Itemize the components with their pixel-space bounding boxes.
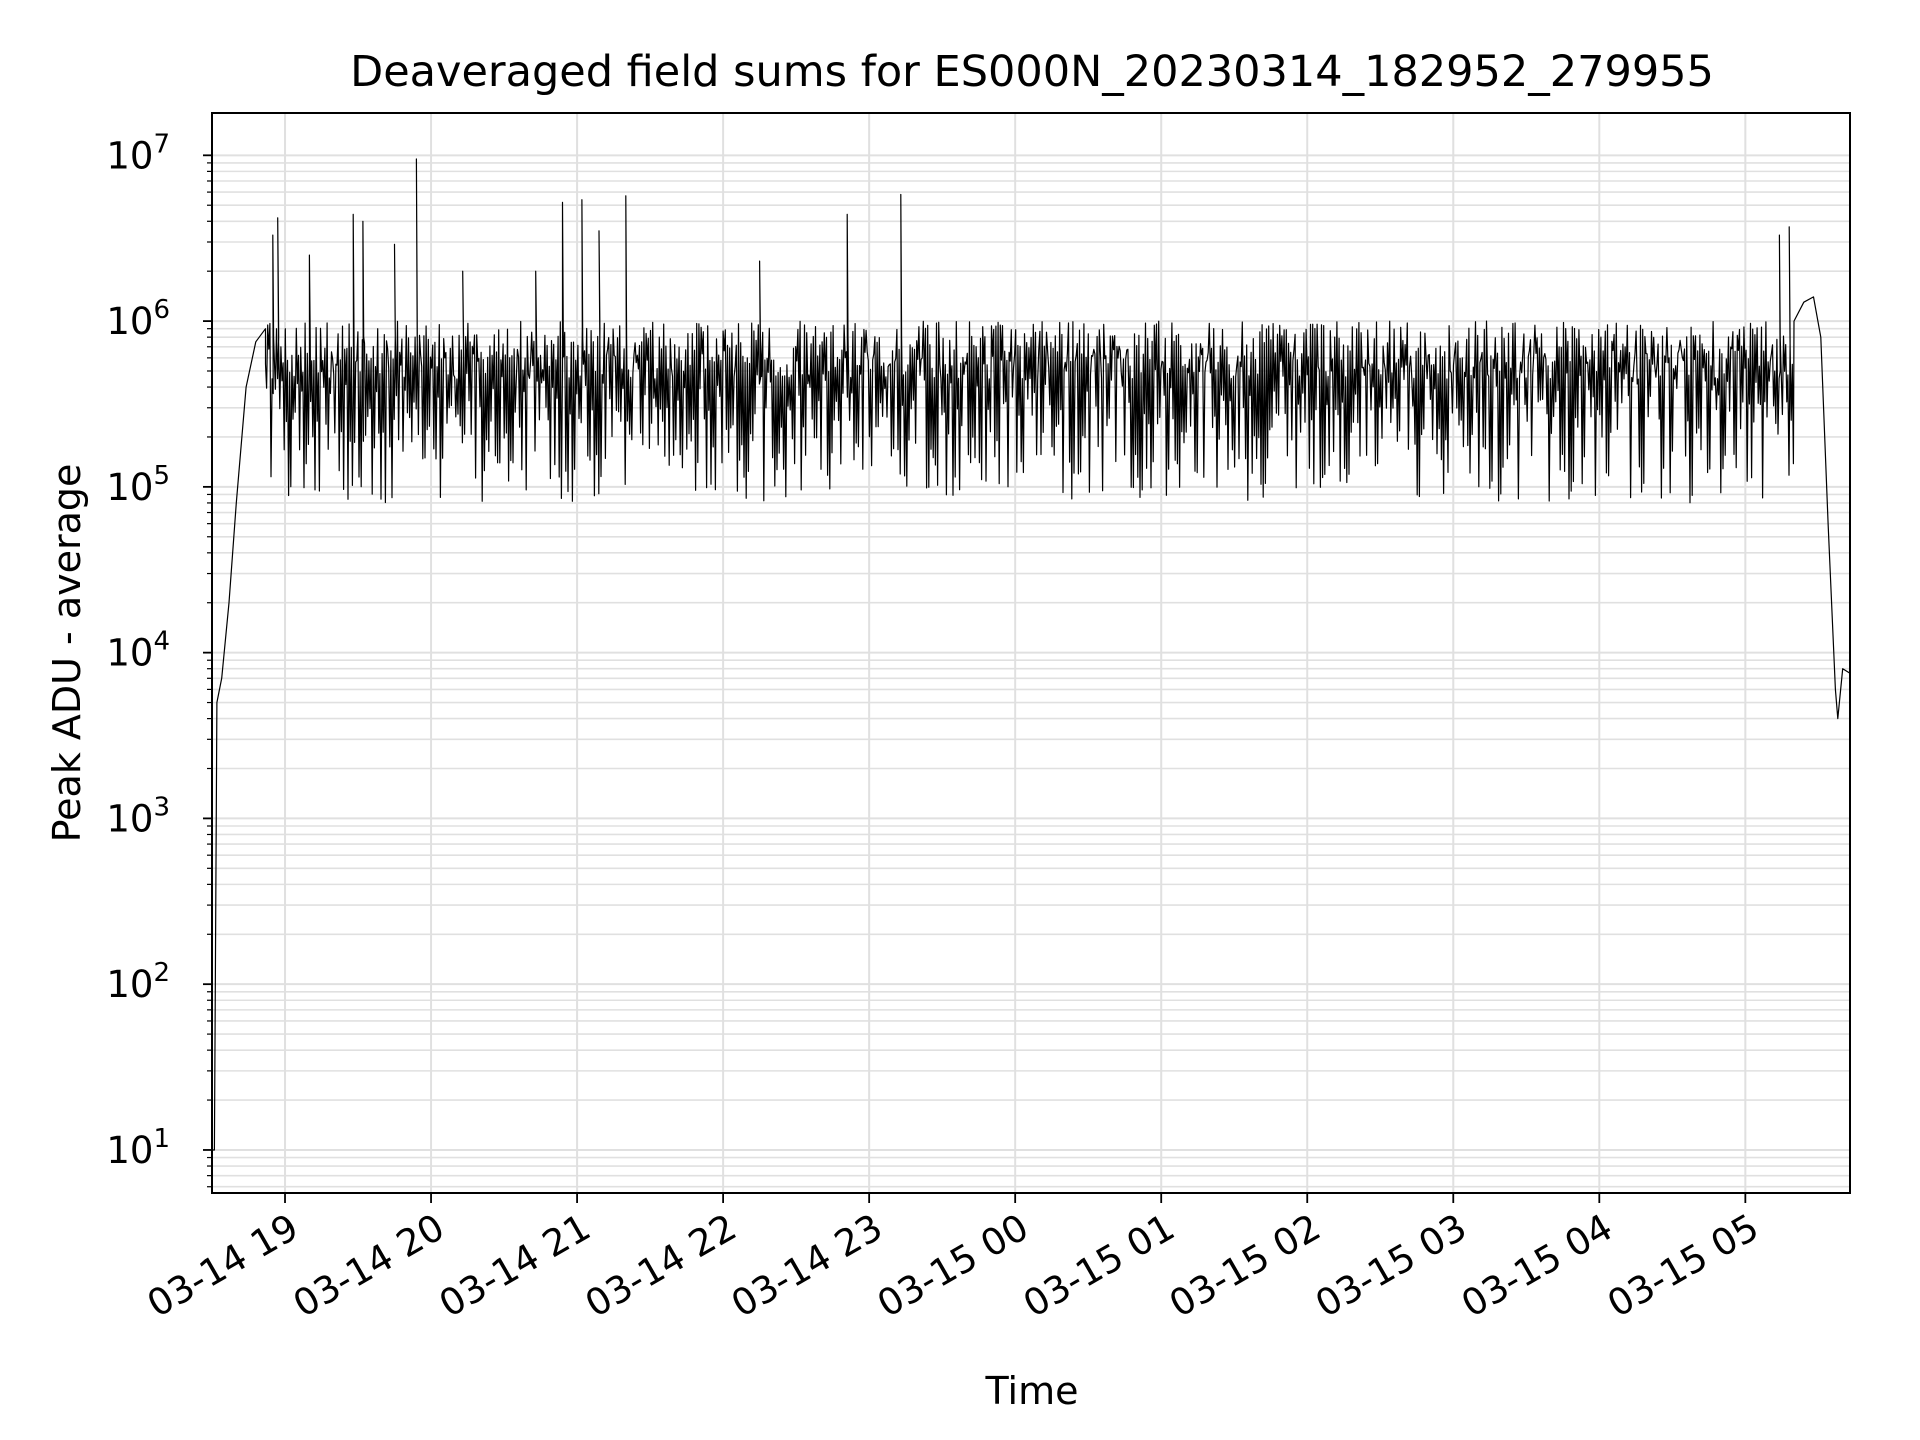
- chart-title: Deaveraged field sums for ES000N_2023031…: [350, 47, 1714, 97]
- x-tick-label: 03-14 20: [286, 1206, 452, 1326]
- x-tick-label: 03-15 00: [870, 1206, 1036, 1326]
- x-tick-label: 03-15 04: [1454, 1206, 1620, 1326]
- y-axis-label: Peak ADU - average: [45, 464, 89, 843]
- x-tick-label: 03-15 01: [1016, 1206, 1182, 1326]
- y-tick-label: 103: [106, 792, 170, 840]
- y-axis: 101 102 103 104 105 106 107: [106, 129, 212, 1188]
- y-tick-label: 106: [106, 295, 170, 343]
- series-layer: [212, 158, 1851, 1151]
- x-tick-label: 03-15 05: [1600, 1206, 1766, 1326]
- y-tick-label: 101: [106, 1124, 170, 1172]
- y-tick-label: 105: [106, 461, 170, 509]
- y-tick-label: 104: [106, 627, 170, 675]
- x-tick-label: 03-15 02: [1162, 1206, 1328, 1326]
- series-line: [212, 158, 1851, 1151]
- x-axis-label: Time: [985, 1369, 1079, 1413]
- x-tick-label: 03-14 19: [140, 1206, 306, 1326]
- x-tick-label: 03-14 23: [724, 1206, 890, 1326]
- x-tick-label: 03-14 22: [578, 1206, 744, 1326]
- y-tick-label: 102: [106, 958, 170, 1006]
- x-tick-label: 03-15 03: [1308, 1206, 1474, 1326]
- y-tick-label: 107: [106, 129, 170, 177]
- grid-lines: [212, 113, 1850, 1193]
- x-tick-label: 03-14 21: [432, 1206, 598, 1326]
